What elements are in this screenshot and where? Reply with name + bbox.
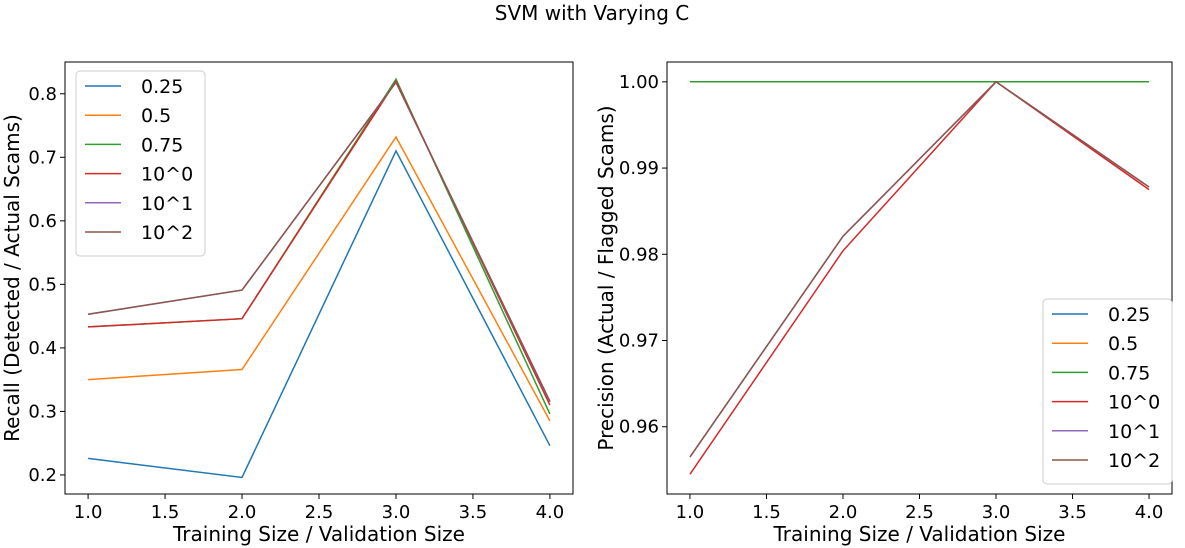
y-tick-label: 0.96 (619, 417, 659, 438)
legend-label-0: 0.25 (141, 76, 183, 98)
legend: 0.25 0.5 0.75 10^0 10^1 10^2 (75, 70, 206, 257)
legend-label-2: 0.75 (141, 134, 183, 156)
legend: 0.25 0.5 0.75 10^0 10^1 10^2 (1042, 298, 1173, 485)
x-tick-label: 1.0 (676, 502, 705, 523)
y-tick-label: 0.98 (619, 244, 659, 265)
x-tick-label: 1.5 (151, 502, 180, 523)
legend-label-4: 10^1 (141, 193, 193, 215)
y-tick-label: 0.7 (28, 147, 57, 168)
x-tick-label: 2.5 (905, 502, 934, 523)
series-line-3 (689, 80, 1150, 475)
figure-title: SVM with Varying C (495, 1, 689, 25)
y-tick-label: 1.00 (619, 72, 659, 93)
x-tick-label: 4.0 (536, 502, 565, 523)
x-tick-label: 3.5 (459, 502, 488, 523)
legend-label-1: 0.5 (1108, 333, 1138, 355)
x-tick-label: 2.0 (228, 502, 257, 523)
y-tick-label: 0.99 (619, 158, 659, 179)
x-axis-label: Training Size / Validation Size (172, 522, 465, 546)
x-tick-label: 3.0 (382, 502, 411, 523)
legend-label-3: 10^0 (141, 164, 193, 186)
y-tick-label: 0.3 (28, 401, 57, 422)
series-line-5 (689, 80, 1150, 458)
series-line-5 (87, 80, 551, 402)
x-tick-label: 3.5 (1058, 502, 1087, 523)
y-tick-label: 0.4 (28, 338, 57, 359)
y-tick-label: 0.8 (28, 84, 57, 105)
series-line-0 (88, 149, 551, 479)
x-tick-label: 3.0 (982, 502, 1011, 523)
x-axis-label: Training Size / Validation Size (773, 522, 1066, 546)
y-tick-label: 0.5 (28, 274, 57, 295)
y-tick-label: 0.6 (28, 211, 57, 232)
legend-label-1: 0.5 (141, 105, 171, 127)
x-tick-label: 4.0 (1135, 502, 1164, 523)
x-tick-label: 1.0 (74, 502, 103, 523)
legend-label-3: 10^0 (1108, 392, 1160, 414)
legend-label-5: 10^2 (141, 222, 193, 244)
series-line-1 (88, 135, 551, 422)
precision-chart: 1.0 1.5 2.0 2.5 3.0 3.5 4.0 0.96 0.97 0.98 0.99 1.0… (594, 61, 1173, 546)
y-axis-label: Recall (Detected / Actual Scams) (0, 114, 24, 442)
legend-box (75, 70, 206, 257)
legend-label-4: 10^1 (1108, 421, 1160, 443)
legend-label-5: 10^2 (1108, 450, 1160, 472)
legend-label-0: 0.25 (1108, 304, 1150, 326)
y-axis-label: Precision (Actual / Flagged Scams) (594, 105, 618, 450)
legend-label-2: 0.75 (1108, 362, 1150, 384)
x-tick-label: 1.5 (752, 502, 781, 523)
y-tick-label: 0.2 (28, 465, 57, 486)
x-tick-label: 2.5 (305, 502, 334, 523)
y-tick-label: 0.97 (619, 331, 659, 352)
legend-box (1042, 298, 1173, 485)
x-tick-label: 2.0 (829, 502, 858, 523)
recall-chart: 1.0 1.5 2.0 2.5 3.0 3.5 4.0 0.2 0.3 0.4 0.5 0.6 0.7 0… (0, 61, 574, 546)
